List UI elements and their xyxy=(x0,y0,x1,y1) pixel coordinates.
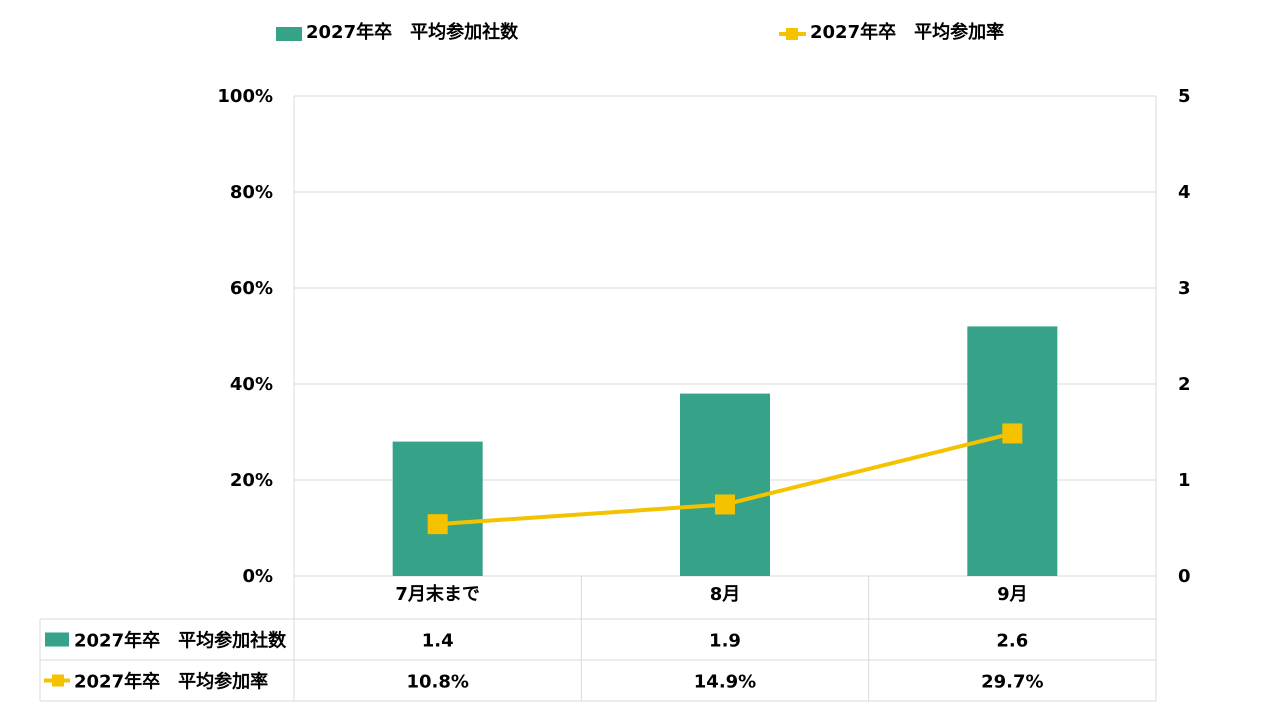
right-axis-tick-label: 4 xyxy=(1178,182,1191,203)
rate-value-label: 10.8% xyxy=(406,672,468,693)
legend-bar-key xyxy=(276,27,302,41)
legend-line-marker xyxy=(786,28,798,40)
right-axis-tick-label: 2 xyxy=(1178,374,1191,395)
line-series-key-marker xyxy=(52,674,64,687)
bar xyxy=(680,393,770,576)
line-marker xyxy=(1002,423,1023,444)
bar-value-label: 1.4 xyxy=(422,631,454,652)
left-axis-tick-label: 20% xyxy=(230,470,273,491)
right-axis-tick-label: 1 xyxy=(1178,470,1191,491)
legend-line-label: 2027年卒 平均参加率 xyxy=(810,21,1004,43)
legend: 2027年卒 平均参加社数 2027年卒 平均参加率 xyxy=(276,21,1004,43)
rate-value-label: 29.7% xyxy=(981,672,1043,693)
left-axis-tick-label: 80% xyxy=(230,182,273,203)
rate-value-label: 14.9% xyxy=(694,672,756,693)
line-series-row-header: 2027年卒 平均参加率 xyxy=(74,671,268,693)
right-axis-tick-label: 3 xyxy=(1178,278,1191,299)
left-axis-tick-label: 40% xyxy=(230,374,273,395)
rate-line xyxy=(427,423,1023,535)
legend-bar-label: 2027年卒 平均参加社数 xyxy=(306,21,519,43)
bar-series-row-header: 2027年卒 平均参加社数 xyxy=(74,630,287,652)
category-label: 8月 xyxy=(710,584,741,605)
right-axis-tick-label: 0 xyxy=(1178,566,1191,587)
line-marker xyxy=(715,494,735,515)
line-marker xyxy=(427,514,448,535)
left-axis-tick-label: 0% xyxy=(242,566,273,587)
bars xyxy=(392,326,1058,576)
data-table: 7月末まで 8月 9月 2027年卒 平均参加社数 2027年卒 平均参加率 1.4 1.9… xyxy=(39,576,1156,702)
bar-series-key xyxy=(45,632,69,647)
left-axis-tick-label: 100% xyxy=(217,86,273,107)
bar-value-label: 2.6 xyxy=(996,631,1028,652)
bar xyxy=(392,441,483,576)
right-axis-tick-label: 5 xyxy=(1178,86,1191,107)
axes: 0% 20% 40% 60% 80% 100% 0 1 2 3 4 5 xyxy=(217,86,1190,587)
bar xyxy=(967,326,1058,576)
left-axis-tick-label: 60% xyxy=(230,278,273,299)
category-label: 9月 xyxy=(997,584,1028,605)
category-label: 7月末まで xyxy=(395,583,480,605)
bar-value-label: 1.9 xyxy=(709,631,741,652)
